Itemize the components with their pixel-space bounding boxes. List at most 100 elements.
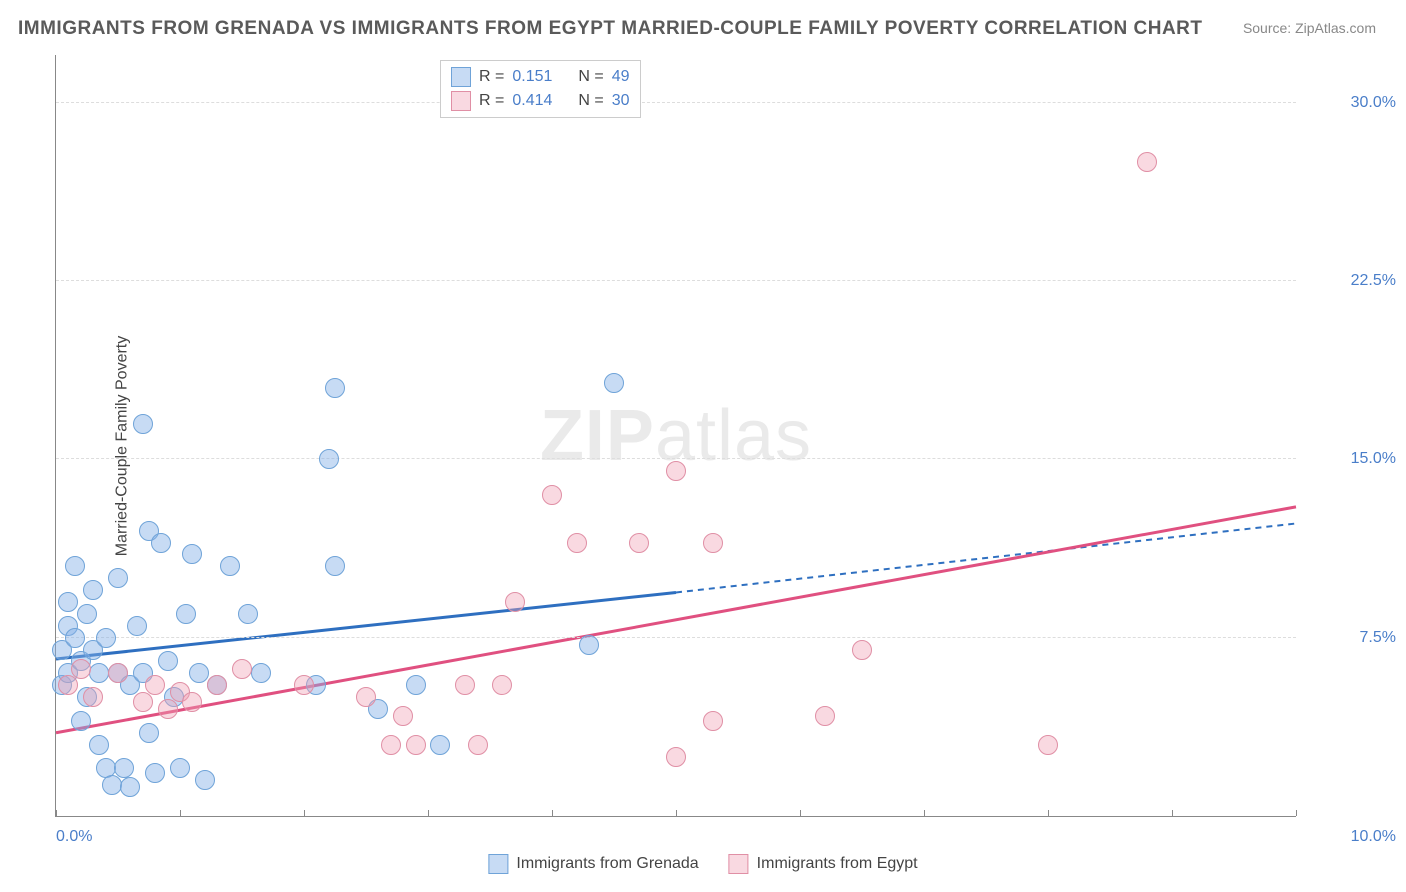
y-tick-label: 30.0% bbox=[1306, 94, 1396, 112]
data-point bbox=[505, 592, 525, 612]
data-point bbox=[114, 758, 134, 778]
data-point bbox=[102, 775, 122, 795]
x-tick-label: 0.0% bbox=[56, 828, 92, 846]
r-label: R = bbox=[479, 92, 504, 110]
data-point bbox=[567, 533, 587, 553]
data-point bbox=[294, 675, 314, 695]
gridline-h bbox=[56, 280, 1296, 281]
source-label: Source: ZipAtlas.com bbox=[1243, 20, 1376, 36]
x-tick-mark bbox=[676, 810, 677, 816]
n-value-egypt: 30 bbox=[612, 92, 630, 110]
gridline-h bbox=[56, 637, 1296, 638]
data-point bbox=[666, 461, 686, 481]
data-point bbox=[468, 735, 488, 755]
y-tick-label: 15.0% bbox=[1306, 450, 1396, 468]
y-tick-label: 7.5% bbox=[1306, 629, 1396, 647]
data-point bbox=[251, 663, 271, 683]
data-point bbox=[703, 533, 723, 553]
data-point bbox=[96, 628, 116, 648]
data-point bbox=[89, 735, 109, 755]
data-point bbox=[629, 533, 649, 553]
data-point bbox=[207, 675, 227, 695]
data-point bbox=[108, 568, 128, 588]
series-legend: Immigrants from Grenada Immigrants from … bbox=[488, 854, 917, 874]
legend-item-egypt: Immigrants from Egypt bbox=[729, 854, 918, 874]
data-point bbox=[145, 675, 165, 695]
x-tick-mark bbox=[304, 810, 305, 816]
stats-legend: R = 0.151 N = 49 R = 0.414 N = 30 bbox=[440, 60, 641, 118]
data-point bbox=[325, 378, 345, 398]
data-point bbox=[1137, 152, 1157, 172]
data-point bbox=[127, 616, 147, 636]
data-point bbox=[325, 556, 345, 576]
trend-line-dash bbox=[676, 523, 1296, 592]
legend-label-egypt: Immigrants from Egypt bbox=[757, 855, 918, 873]
watermark-zip: ZIP bbox=[540, 396, 655, 476]
data-point bbox=[77, 604, 97, 624]
x-tick-mark bbox=[56, 810, 57, 816]
x-tick-mark bbox=[1172, 810, 1173, 816]
data-point bbox=[815, 706, 835, 726]
data-point bbox=[189, 663, 209, 683]
data-point bbox=[120, 777, 140, 797]
data-point bbox=[579, 635, 599, 655]
data-point bbox=[1038, 735, 1058, 755]
x-tick-mark bbox=[924, 810, 925, 816]
data-point bbox=[542, 485, 562, 505]
data-point bbox=[492, 675, 512, 695]
swatch-grenada bbox=[488, 854, 508, 874]
data-point bbox=[406, 735, 426, 755]
stats-row-egypt: R = 0.414 N = 30 bbox=[451, 89, 630, 113]
data-point bbox=[71, 711, 91, 731]
data-point bbox=[83, 687, 103, 707]
data-point bbox=[238, 604, 258, 624]
x-tick-mark bbox=[428, 810, 429, 816]
x-tick-mark bbox=[1296, 810, 1297, 816]
x-tick-mark bbox=[552, 810, 553, 816]
r-label: R = bbox=[479, 68, 504, 86]
x-tick-mark bbox=[800, 810, 801, 816]
data-point bbox=[151, 533, 171, 553]
n-value-grenada: 49 bbox=[612, 68, 630, 86]
data-point bbox=[65, 628, 85, 648]
r-value-egypt: 0.414 bbox=[512, 92, 552, 110]
data-point bbox=[604, 373, 624, 393]
data-point bbox=[356, 687, 376, 707]
data-point bbox=[220, 556, 240, 576]
data-point bbox=[182, 544, 202, 564]
data-point bbox=[89, 663, 109, 683]
data-point bbox=[133, 692, 153, 712]
data-point bbox=[83, 580, 103, 600]
data-point bbox=[182, 692, 202, 712]
data-point bbox=[393, 706, 413, 726]
data-point bbox=[170, 758, 190, 778]
x-tick-label: 10.0% bbox=[1306, 828, 1396, 846]
data-point bbox=[852, 640, 872, 660]
data-point bbox=[455, 675, 475, 695]
data-point bbox=[319, 449, 339, 469]
data-point bbox=[58, 592, 78, 612]
n-label: N = bbox=[578, 92, 603, 110]
data-point bbox=[58, 675, 78, 695]
legend-label-grenada: Immigrants from Grenada bbox=[516, 855, 698, 873]
gridline-h bbox=[56, 458, 1296, 459]
data-point bbox=[71, 659, 91, 679]
data-point bbox=[666, 747, 686, 767]
data-point bbox=[158, 651, 178, 671]
data-point bbox=[108, 663, 128, 683]
legend-item-grenada: Immigrants from Grenada bbox=[488, 854, 698, 874]
swatch-egypt bbox=[729, 854, 749, 874]
data-point bbox=[158, 699, 178, 719]
data-point bbox=[430, 735, 450, 755]
n-label: N = bbox=[578, 68, 603, 86]
data-point bbox=[145, 763, 165, 783]
data-point bbox=[65, 556, 85, 576]
data-point bbox=[381, 735, 401, 755]
data-point bbox=[195, 770, 215, 790]
swatch-grenada bbox=[451, 67, 471, 87]
swatch-egypt bbox=[451, 91, 471, 111]
data-point bbox=[703, 711, 723, 731]
chart-title: IMMIGRANTS FROM GRENADA VS IMMIGRANTS FR… bbox=[18, 18, 1203, 40]
chart-plot-area: ZIPatlas 7.5%15.0%22.5%30.0%0.0%10.0% bbox=[55, 55, 1296, 817]
x-tick-mark bbox=[1048, 810, 1049, 816]
